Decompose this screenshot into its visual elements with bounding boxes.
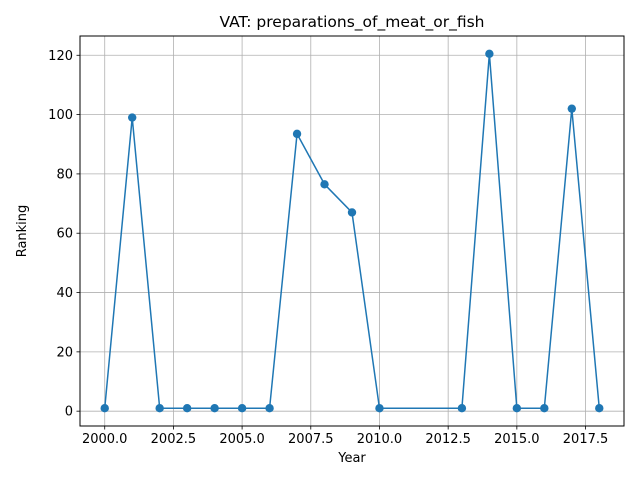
data-point bbox=[457, 404, 467, 413]
data-point bbox=[182, 404, 192, 413]
data-point bbox=[567, 104, 576, 113]
x-tick-label: 2005.0 bbox=[219, 432, 265, 447]
x-axis: 2000.0 2002.5 2005.0 2007.5 2010.0 2012.5 2015… bbox=[82, 426, 608, 447]
grid bbox=[80, 36, 624, 426]
y-tick-label: 40 bbox=[56, 286, 73, 301]
x-tick-label: 2010.0 bbox=[357, 432, 403, 447]
data-point bbox=[237, 404, 247, 413]
data-point bbox=[100, 404, 109, 413]
data-point bbox=[265, 404, 274, 413]
data-point bbox=[320, 180, 329, 189]
data-point bbox=[512, 404, 522, 413]
y-tick-label: 20 bbox=[56, 345, 73, 360]
y-tick-label: 80 bbox=[56, 167, 73, 182]
data-point bbox=[485, 49, 494, 58]
plot-area bbox=[79, 35, 625, 427]
data-point bbox=[128, 113, 137, 122]
data-point bbox=[595, 404, 604, 413]
x-tick-label: 2012.5 bbox=[425, 432, 471, 447]
chart-title: VAT: preparations_of_meat_or_fish bbox=[220, 13, 485, 32]
y-axis-label: Ranking bbox=[15, 205, 30, 258]
data-point bbox=[155, 404, 164, 413]
y-tick-label: 0 bbox=[65, 405, 73, 420]
x-tick-label: 2000.0 bbox=[82, 432, 128, 447]
y-axis: 0 20 40 60 80 100 120 bbox=[48, 49, 80, 420]
y-tick-label: 60 bbox=[56, 227, 73, 242]
data-point bbox=[347, 208, 357, 217]
x-axis-label: Year bbox=[337, 451, 366, 466]
x-tick-label: 2017.5 bbox=[563, 432, 609, 447]
x-tick-label: 2007.5 bbox=[288, 432, 334, 447]
data-point bbox=[375, 404, 384, 413]
x-tick-label: 2002.5 bbox=[151, 432, 197, 447]
data-point bbox=[210, 404, 219, 413]
series bbox=[100, 49, 604, 413]
data-point bbox=[292, 129, 302, 139]
x-tick-label: 2015.0 bbox=[494, 432, 540, 447]
y-tick-label: 120 bbox=[48, 49, 73, 64]
y-tick-label: 100 bbox=[48, 108, 73, 123]
data-point bbox=[540, 404, 549, 413]
